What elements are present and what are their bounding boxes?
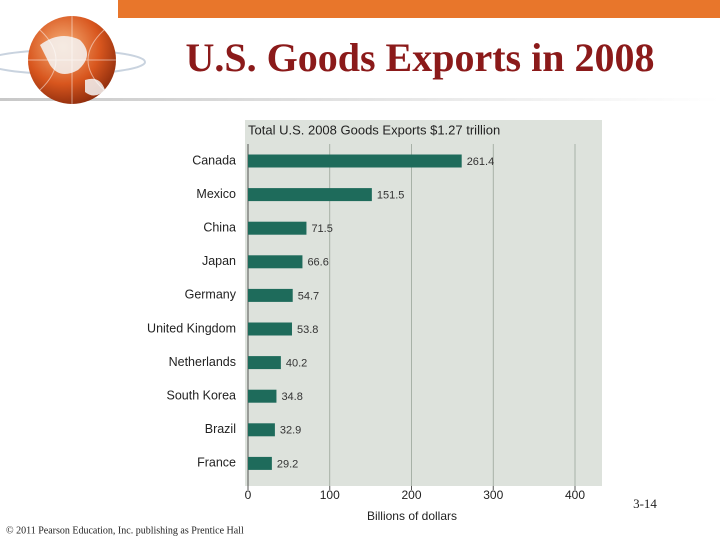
plot-background [245, 120, 602, 486]
plot: 0 100 200 300 400 Canada 261.4 Mexico 151.5 China… [147, 144, 585, 502]
bar [248, 288, 293, 302]
bar [248, 423, 275, 437]
y-tick-label: Japan [202, 254, 236, 268]
value-label: 53.8 [297, 324, 318, 336]
x-tick-label: 200 [401, 488, 421, 502]
value-label: 54.7 [298, 290, 319, 302]
x-tick-label: 300 [483, 488, 503, 502]
y-tick-label: France [197, 456, 236, 470]
value-label: 261.4 [467, 156, 495, 168]
bar [248, 456, 272, 470]
y-tick-label: United Kingdom [147, 321, 236, 335]
bar [248, 154, 462, 168]
value-label: 40.2 [286, 358, 307, 370]
value-label: 32.9 [280, 425, 301, 437]
footer: © 2011 Pearson Education, Inc. publishin… [6, 525, 244, 536]
y-tick-label: Germany [185, 288, 237, 302]
y-tick-label: Netherlands [169, 355, 236, 369]
bar [248, 389, 277, 403]
x-tick-label: 400 [565, 488, 585, 502]
bar [248, 356, 281, 370]
page-number: 3-14 [633, 496, 657, 511]
y-tick-label: China [203, 220, 236, 234]
header-rule [0, 98, 720, 101]
value-label: 34.8 [281, 391, 302, 403]
bar [248, 188, 372, 202]
globe-logo [0, 16, 146, 104]
value-label: 29.2 [277, 458, 298, 470]
y-tick-label: South Korea [167, 388, 237, 402]
x-axis-label: Billions of dollars [367, 509, 457, 523]
bar [248, 255, 303, 269]
y-tick-label: Brazil [205, 422, 236, 436]
value-label: 71.5 [311, 223, 332, 235]
value-label: 151.5 [377, 190, 405, 202]
y-tick-label: Canada [192, 153, 236, 167]
chart-title: Total U.S. 2008 Goods Exports $1.27 tril… [248, 122, 500, 137]
value-label: 66.6 [307, 257, 328, 269]
slide-title: U.S. Goods Exports in 2008 [186, 35, 655, 80]
bar [248, 221, 307, 235]
x-tick-label: 0 [245, 488, 252, 502]
y-tick-label: Mexico [196, 187, 236, 201]
bar [248, 322, 292, 336]
x-tick-label: 100 [320, 488, 340, 502]
header-stripe [118, 0, 720, 18]
